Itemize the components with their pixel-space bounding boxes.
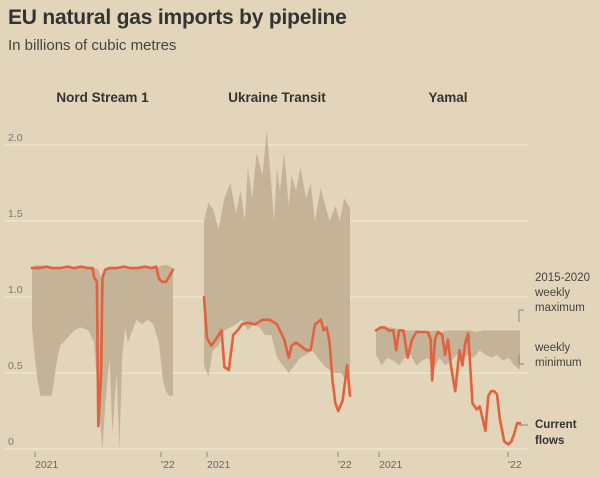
x-tick-label: '22: [161, 459, 175, 471]
y-tick-label: 0: [8, 436, 14, 448]
x-tick-label: 2021: [379, 459, 403, 471]
legend-max-label-2: weekly: [534, 287, 570, 299]
legend-max-label-3: maximum: [535, 302, 585, 314]
current-flows-line: [202, 295, 352, 413]
y-tick-label: 2.0: [8, 132, 23, 144]
legend-current-label-2: flows: [535, 435, 564, 447]
x-tick-label: 2021: [35, 459, 59, 471]
panel-title: Ukraine Transit: [228, 90, 326, 105]
panel-title: Nord Stream 1: [56, 90, 149, 105]
current-flows-line: [30, 265, 175, 428]
y-tick-label: 0.5: [8, 360, 23, 372]
chart-title: EU natural gas imports by pipeline: [8, 6, 347, 29]
x-tick-label: 2021: [207, 459, 231, 471]
x-tick-label: '22: [338, 459, 352, 471]
panel-2: Yamal 2021 '22: [350, 90, 528, 471]
x-tick-label: '22: [508, 459, 522, 471]
chart-panels: Nord Stream 100.51.01.52.02021'22Ukraine…: [5, 90, 528, 471]
legend-min-label-2: minimum: [535, 357, 582, 369]
legend-min-label-1: weekly: [534, 342, 570, 354]
legend-max-label-1: 2015-2020: [535, 272, 590, 284]
y-tick-label: 1.0: [8, 284, 23, 296]
panel-1: Ukraine Transit 2021 '22: [177, 90, 358, 471]
legend-current-label-1: Current: [535, 419, 577, 431]
chart-subtitle: In billions of cubic metres: [8, 37, 177, 54]
range-band: [204, 129, 350, 381]
current-flows-line: [374, 326, 522, 446]
panel-0: Nord Stream 1 0 0.5 1.0 1.5 2.0 2021 '22: [5, 90, 181, 471]
y-tick-label: 1.5: [8, 208, 23, 220]
panel-title: Yamal: [428, 90, 467, 105]
legend-annotations: 2015-2020 weekly maximum weekly minimum …: [518, 272, 590, 447]
